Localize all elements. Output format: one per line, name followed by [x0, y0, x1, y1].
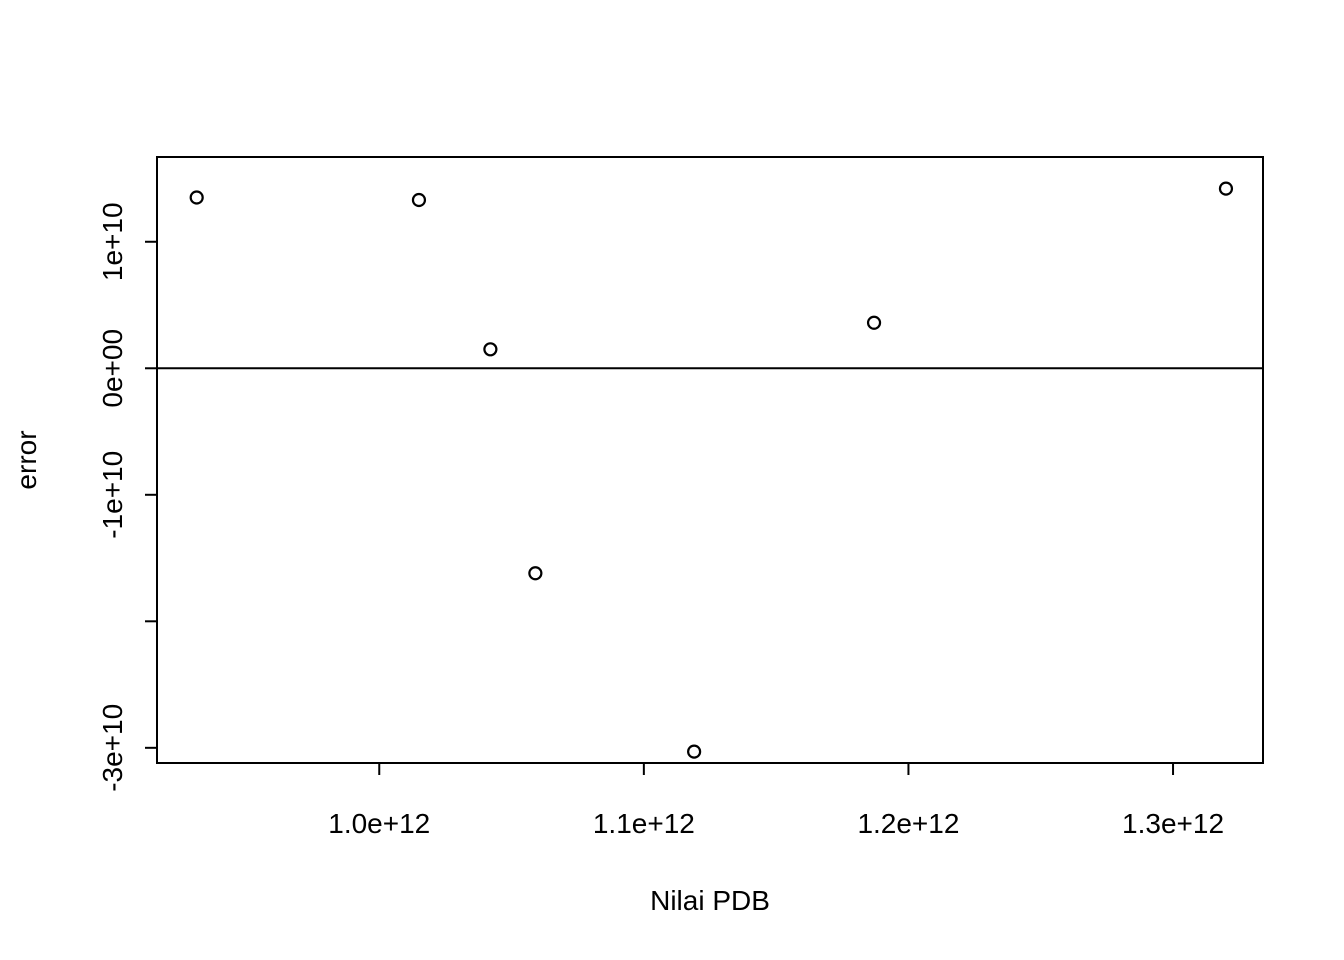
data-point — [189, 190, 204, 205]
x-axis: 1.0e+12 1.1e+12 1.2e+12 1.3e+12 — [328, 762, 1224, 839]
data-point — [411, 192, 427, 208]
y-axis-label: error — [11, 430, 42, 489]
x-tick-label: 1.0e+12 — [328, 808, 430, 839]
data-point — [483, 342, 498, 357]
x-tick-label: 1.3e+12 — [1122, 808, 1224, 839]
y-tick-label: -1e+10 — [97, 451, 128, 539]
y-tick-label: 1e+10 — [97, 202, 128, 281]
y-tick-label: 0e+00 — [97, 329, 128, 408]
x-tick-label: 1.1e+12 — [593, 808, 695, 839]
x-tick-label: 1.2e+12 — [857, 808, 959, 839]
y-axis: -3e+10 -1e+10 0e+00 1e+10 — [97, 202, 158, 792]
data-point — [528, 566, 543, 581]
plot-frame — [156, 156, 1264, 764]
data-point — [687, 744, 702, 759]
data-point — [866, 315, 882, 330]
x-axis-label: Nilai PDB — [650, 885, 770, 916]
y-tick-label: -3e+10 — [97, 704, 128, 792]
data-point — [1218, 181, 1234, 196]
data-points — [189, 181, 1234, 759]
